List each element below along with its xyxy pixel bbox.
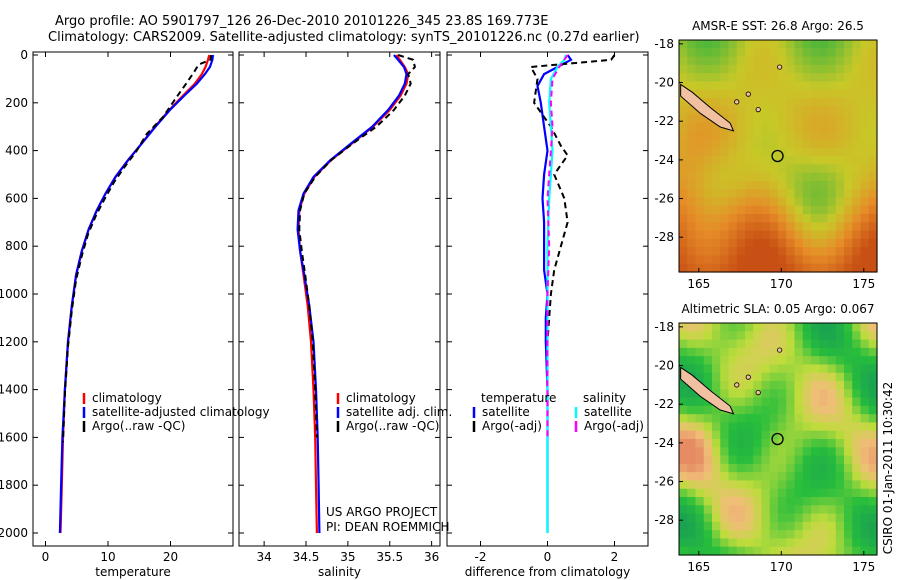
island-marker [755, 389, 761, 396]
project-annotation: US ARGO PROJECT [326, 505, 438, 519]
figure-title-line2: Climatology: CARS2009. Satellite-adjuste… [48, 30, 640, 45]
island-marker [734, 382, 740, 388]
map-x-tick-label: 165 [687, 277, 710, 291]
depth-tick-label: 800 [5, 239, 28, 253]
x-tick-label: 35.5 [376, 550, 403, 564]
legend-label: Argo(..raw -QC) [92, 419, 185, 433]
depth-tick-label: 1800 [0, 478, 28, 492]
legend-label: satellite-adjusted climatology [92, 405, 270, 419]
x-tick-label: 34.5 [293, 550, 320, 564]
pi-annotation: PI: DEAN ROEMMICH [326, 520, 449, 534]
series-line-salinity [296, 54, 408, 534]
map-y-tick-label: -24 [654, 153, 674, 167]
depth-tick-label: 400 [5, 144, 28, 158]
map-field-altimetric-sla [679, 323, 878, 556]
island-marker [777, 64, 783, 70]
depth-tick-label: 0 [20, 48, 28, 62]
series-line-difference [536, 54, 573, 533]
legend-label: Argo(..raw -QC) [346, 419, 439, 433]
depth-tick-label: 1400 [0, 383, 28, 397]
landmass-new-caledonia [680, 366, 735, 415]
x-tick-label: 36 [424, 550, 439, 564]
map-x-tick-label: 175 [852, 560, 875, 574]
map-x-tick-label: 170 [770, 560, 793, 574]
series-line-temperature [59, 54, 211, 534]
legend-label: Argo(-adj) [584, 419, 644, 433]
map-y-tick-label: -28 [654, 513, 674, 527]
axis-label-salinity: salinity [318, 565, 361, 579]
map-x-tick-label: 165 [687, 560, 710, 574]
legend-label: satellite adj. clim. [346, 405, 452, 419]
argo-position-marker [771, 432, 784, 446]
x-tick-label: 34 [256, 550, 271, 564]
legend-label: satellite [584, 405, 632, 419]
x-tick-label: 10 [100, 550, 115, 564]
series-line-salinity [297, 54, 410, 534]
figure-title-line1: Argo profile: AO 5901797_126 26-Dec-2010… [55, 14, 549, 29]
x-tick-label: 20 [163, 550, 178, 564]
map-frame-altimetric-sla [678, 322, 878, 556]
legend-group-title: salinity [583, 391, 626, 405]
island-marker [777, 347, 783, 353]
map-y-tick-label: -18 [654, 320, 674, 334]
series-line-difference [529, 54, 616, 486]
legend-group-title: temperature [481, 391, 556, 405]
map-y-tick-label: -22 [654, 114, 674, 128]
axis-label-temperature: temperature [95, 565, 170, 579]
depth-tick-label: 1000 [0, 287, 28, 301]
map-y-tick-label: -18 [654, 37, 674, 51]
map-x-tick-label: 175 [852, 277, 875, 291]
axis-label-difference: difference from climatology [465, 565, 631, 579]
plot-frame-temperature [32, 51, 234, 547]
x-tick-label: -2 [475, 550, 487, 564]
map-y-tick-label: -26 [654, 192, 674, 206]
island-marker [745, 91, 751, 97]
island-marker [745, 374, 751, 380]
map-x-tick-label: 170 [770, 277, 793, 291]
depth-tick-label: 600 [5, 191, 28, 205]
x-tick-label: 0 [42, 550, 50, 564]
x-tick-label: 0 [544, 550, 552, 564]
series-line-salinity [298, 54, 416, 438]
depth-tick-label: 200 [5, 96, 28, 110]
x-tick-label: 35 [340, 550, 355, 564]
depth-tick-label: 1600 [0, 430, 28, 444]
series-line-temperature [62, 54, 213, 443]
series-line-difference [546, 54, 569, 438]
map-y-tick-label: -24 [654, 436, 674, 450]
depth-tick-label: 2000 [0, 526, 28, 540]
x-tick-label: 2 [611, 550, 619, 564]
plot-frame-salinity [238, 51, 441, 547]
series-line-temperature [58, 54, 215, 534]
map-frame-amsr-sst [678, 39, 878, 273]
map-y-tick-label: -26 [654, 475, 674, 489]
island-marker [734, 99, 740, 105]
map-y-tick-label: -20 [654, 359, 674, 373]
map-y-tick-label: -20 [654, 76, 674, 90]
legend-label: climatology [92, 391, 162, 405]
map-y-tick-label: -28 [654, 230, 674, 244]
island-marker [755, 107, 761, 113]
csiro-timestamp: CSIRO 01-Jan-2011 10:30:42 [881, 382, 895, 554]
legend-label: satellite [482, 405, 530, 419]
legend-label: climatology [346, 391, 416, 405]
map-title-altimetric-sla: Altimetric SLA: 0.05 Argo: 0.067 [681, 302, 874, 316]
argo-position-marker [771, 149, 784, 163]
depth-tick-label: 1200 [0, 335, 28, 349]
legend-label: Argo(-adj) [482, 419, 542, 433]
map-title-amsr-sst: AMSR-E SST: 26.8 Argo: 26.5 [692, 19, 864, 33]
map-field-amsr-sst [679, 40, 878, 273]
landmass-new-caledonia [680, 83, 735, 132]
map-y-tick-label: -22 [654, 397, 674, 411]
